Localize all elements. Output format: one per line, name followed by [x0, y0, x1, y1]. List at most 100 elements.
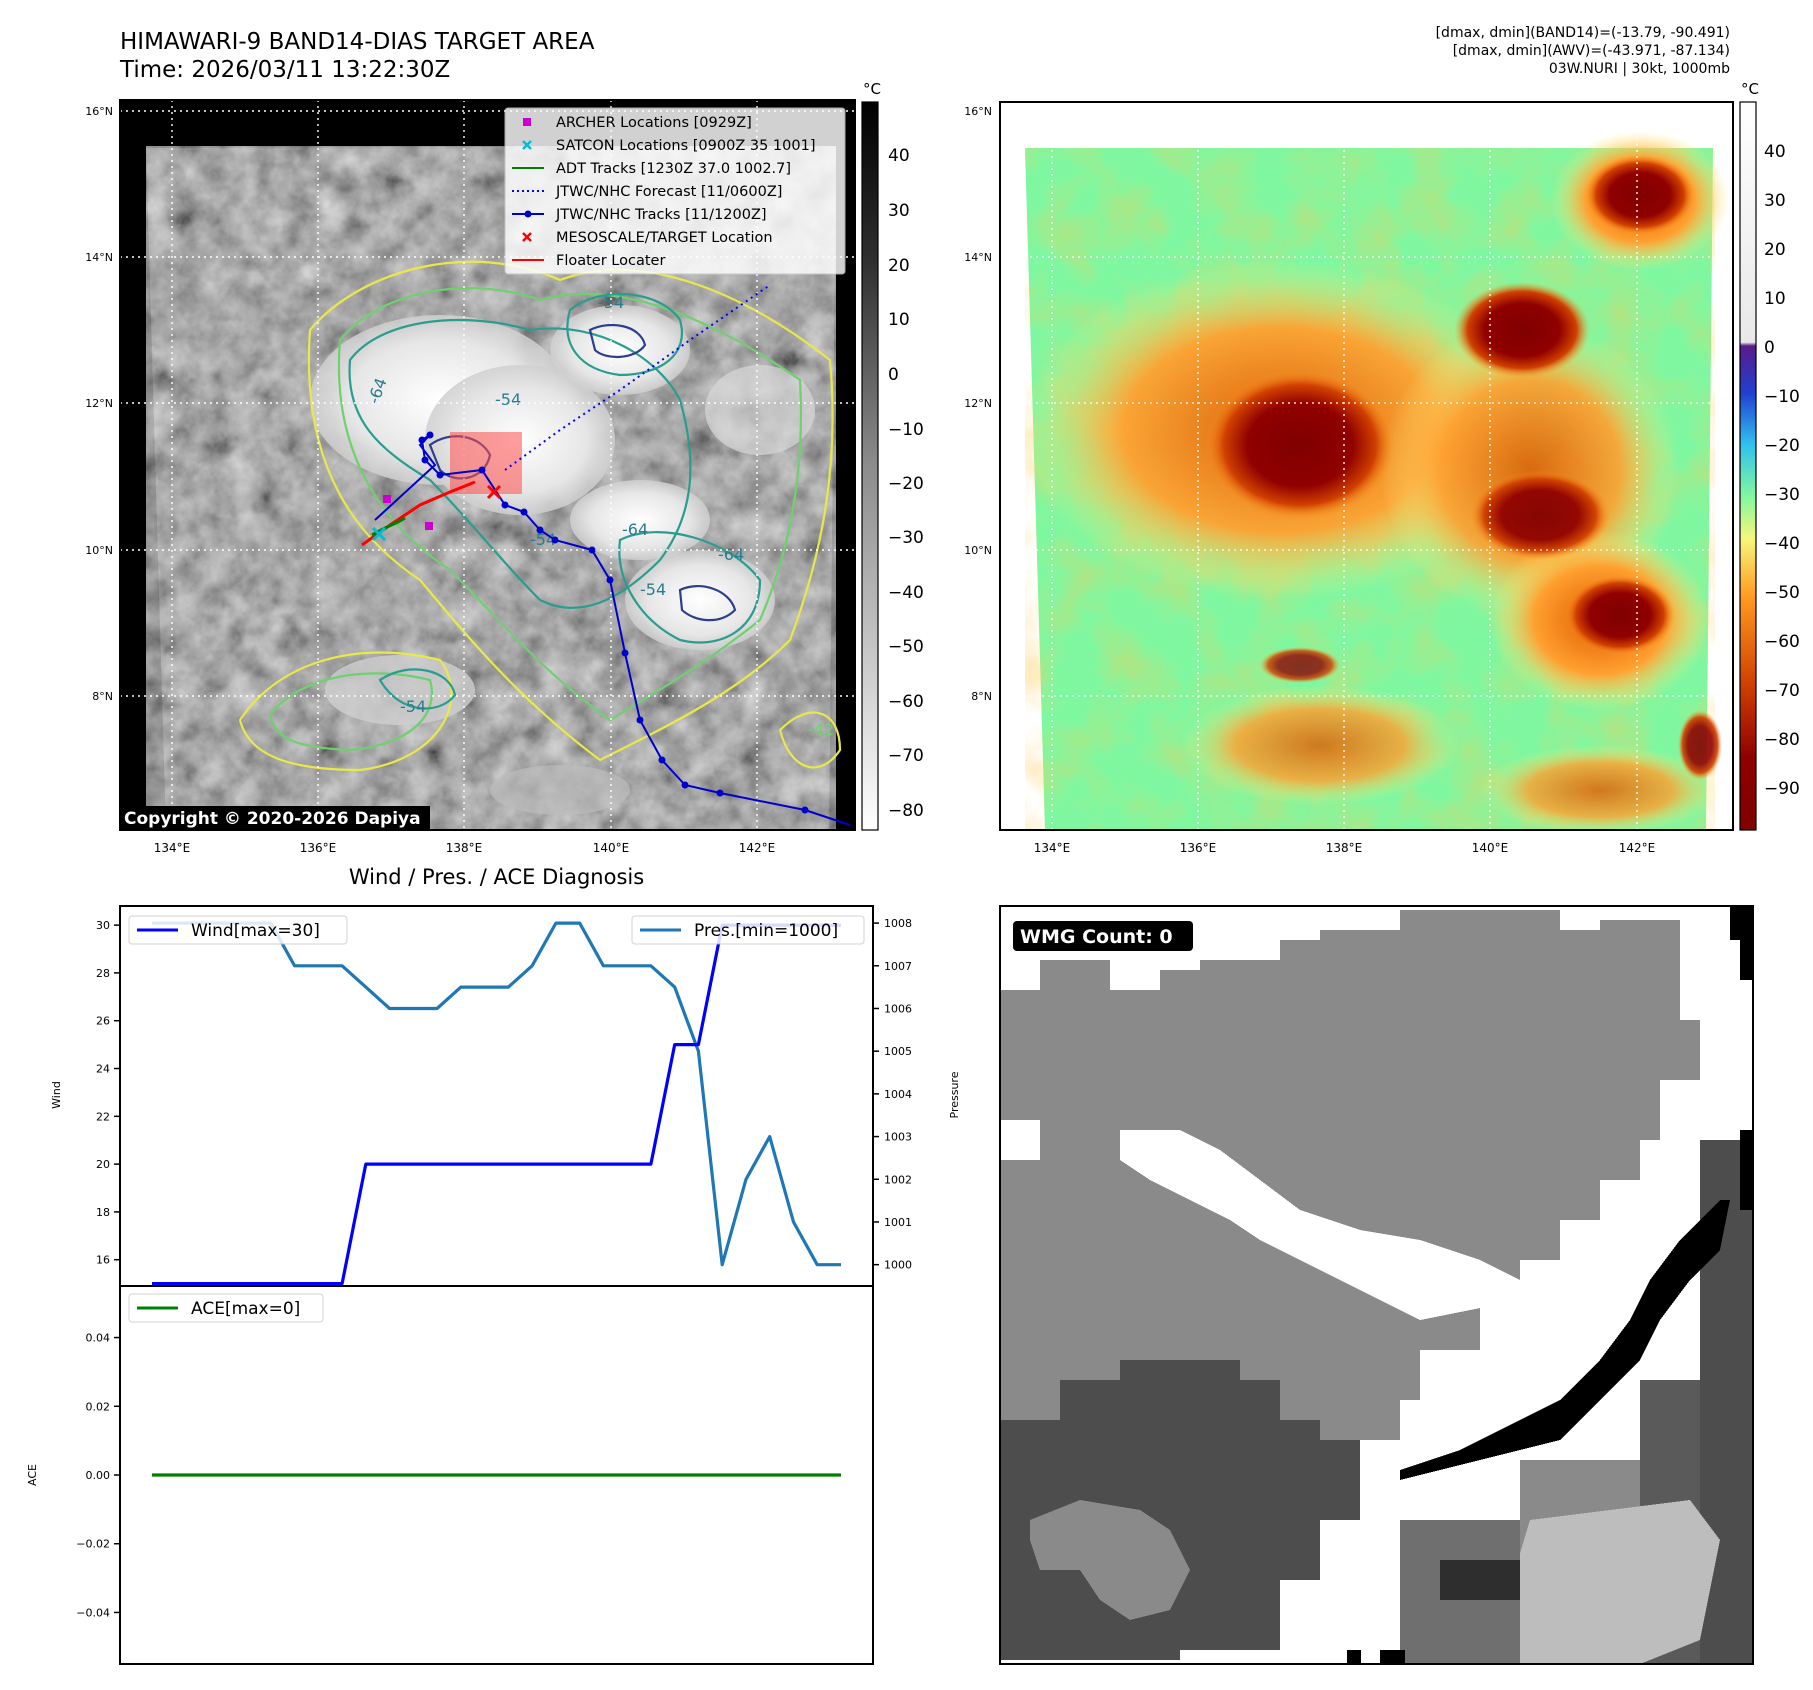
copyright-badge — [120, 806, 430, 830]
wind-axis-label: Wind — [50, 1081, 63, 1109]
legend-label-jtwc: JTWC/NHC Tracks [11/1200Z] — [555, 207, 767, 223]
colorbar-tick: 20 — [1764, 240, 1786, 260]
lat-label: 16°N — [85, 105, 113, 118]
legend-label-adt: ADT Tracks [1230Z 37.0 1002.7] — [556, 161, 791, 177]
y-tick-label: 24 — [96, 1063, 110, 1076]
contour-label: -64 — [622, 520, 648, 539]
y-tick-label: 20 — [96, 1158, 110, 1171]
ir-lat-labels: 16°N 14°N 12°N 10°N 8°N — [85, 105, 113, 703]
colorbar-tick: 10 — [888, 310, 910, 330]
lat-label: 12°N — [964, 397, 992, 410]
colorbar-tick: 0 — [1764, 338, 1775, 358]
ir-map-panel: -64 -54 -54 -64 -54 -64 -54 -54 -42 — [85, 80, 1800, 855]
y-tick-label: 16 — [96, 1254, 110, 1267]
colorbar-tick: −40 — [1764, 534, 1800, 554]
ir-contours — [238, 260, 842, 772]
legend-satcon-icon — [522, 140, 532, 150]
floater-box — [450, 432, 522, 494]
pres-legend: Pres.[min=1000] — [631, 915, 865, 945]
y-tick-label: 1008 — [884, 917, 912, 930]
lon-label: 140°E — [1472, 841, 1509, 855]
colorbar-tick: −80 — [888, 801, 924, 821]
lon-label: 136°E — [1180, 841, 1217, 855]
y-tick-label: 1000 — [884, 1259, 912, 1272]
target-marker — [486, 484, 502, 500]
colorbar-tick: 40 — [1764, 142, 1786, 162]
lat-label: 10°N — [85, 544, 113, 557]
colorbar-tick: −10 — [1764, 387, 1800, 407]
contour-label: -54 — [640, 580, 666, 599]
satcon-markers — [371, 526, 387, 542]
pressure-axis-label: Pressure — [948, 1071, 961, 1118]
y-tick-label: 0.04 — [86, 1332, 111, 1345]
jtwc-forecast-track — [504, 284, 771, 471]
lat-label: 10°N — [964, 544, 992, 557]
colorbar-tick: −30 — [1764, 485, 1800, 505]
colorbar-tick: −70 — [888, 746, 924, 766]
y-tick-label: 18 — [96, 1206, 110, 1219]
contour-label: -54 — [400, 697, 426, 716]
wmg-frame — [999, 905, 1754, 1665]
colorbar-tick: −10 — [888, 420, 924, 440]
y-tick-label: 28 — [96, 967, 110, 980]
y-tick-label: 0.02 — [86, 1400, 111, 1413]
lon-label: 142°E — [739, 841, 776, 855]
copyright-text: Copyright © 2020-2026 Dapiya — [124, 809, 421, 829]
colorbar-tick: −60 — [1764, 632, 1800, 652]
lon-label: 136°E — [300, 841, 337, 855]
ace-legend: ACE[max=0] — [128, 1293, 324, 1323]
ir-colorbar-unit: °C — [863, 80, 881, 98]
colorbar-tick: 30 — [1764, 191, 1786, 211]
contour-label: -54 — [495, 390, 521, 409]
wind-legend-label: Wind[max=30] — [191, 921, 320, 941]
colorbar-tick: −40 — [888, 583, 924, 603]
y-tick-label: 30 — [96, 919, 110, 932]
contour-label: -42 — [808, 720, 834, 739]
lat-label: 14°N — [964, 251, 992, 264]
stats-awv: [dmax, dmin](AWV)=(-43.971, -87.134) — [1452, 43, 1730, 59]
lon-label: 138°E — [446, 841, 483, 855]
colorbar-tick: 30 — [888, 201, 910, 221]
archer-markers — [383, 495, 433, 530]
legend-archer-icon — [523, 118, 531, 126]
stats-band14: [dmax, dmin](BAND14)=(-13.79, -90.491) — [1435, 25, 1730, 41]
ace-legend-label: ACE[max=0] — [191, 1299, 300, 1319]
ir-legend: ARCHER Locations [0929Z] SATCON Location… — [504, 107, 846, 275]
ir-lon-labels: 134°E 136°E 138°E 140°E 142°E — [154, 841, 776, 855]
legend-label-forecast: JTWC/NHC Forecast [11/0600Z] — [555, 184, 782, 200]
y-tick-label: 1007 — [884, 960, 912, 973]
wmg-pixel-map — [1000, 906, 1753, 1664]
ir-colorbar-ticks: 40 30 20 10 0 −10 −20 −30 −40 −50 −60 −7… — [888, 146, 924, 821]
colorbar-tick: −30 — [888, 528, 924, 548]
legend-label-satcon: SATCON Locations [0900Z 35 1001] — [556, 138, 815, 154]
contour-label: -64 — [718, 545, 744, 564]
diag-title: Wind / Pres. / ACE Diagnosis — [348, 865, 645, 889]
wmg-panel: WMG Count: 0 — [999, 905, 1754, 1665]
ir-map-frame — [119, 99, 856, 831]
colorbar-tick: −60 — [888, 692, 924, 712]
colorbar-tick: 10 — [1764, 289, 1786, 309]
lon-label: 142°E — [1619, 841, 1656, 855]
wmg-count-badge — [1013, 921, 1193, 951]
contour-label: -54 — [598, 293, 624, 312]
legend-label-target: MESOSCALE/TARGET Location — [556, 230, 773, 246]
lat-label: 8°N — [971, 690, 992, 703]
y-tick-label: 1005 — [884, 1045, 912, 1058]
color-map-frame — [999, 101, 1734, 831]
colorbar-tick: −80 — [1764, 730, 1800, 750]
figure-title: HIMAWARI-9 BAND14-DIAS TARGET AREA — [120, 29, 595, 55]
stats-box: [dmax, dmin](BAND14)=(-13.79, -90.491) [… — [1436, 24, 1730, 78]
color-map-imagery — [1000, 102, 1733, 830]
lat-label: 14°N — [85, 251, 113, 264]
y-tick-label: −0.04 — [76, 1606, 110, 1619]
y-tick-label: 1002 — [884, 1173, 912, 1186]
colorbar-tick: −90 — [1764, 779, 1800, 799]
colorbar-tick: −20 — [1764, 436, 1800, 456]
ir-colorbar — [861, 101, 879, 831]
colorbar-tick: −20 — [888, 474, 924, 494]
y-tick-label: −0.02 — [76, 1538, 110, 1551]
lon-label: 134°E — [1034, 841, 1071, 855]
color-lat-labels: 16°N 14°N 12°N 10°N 8°N — [964, 105, 992, 703]
lon-label: 140°E — [593, 841, 630, 855]
color-lon-labels: 134°E 136°E 138°E 140°E 142°E — [1034, 841, 1656, 855]
